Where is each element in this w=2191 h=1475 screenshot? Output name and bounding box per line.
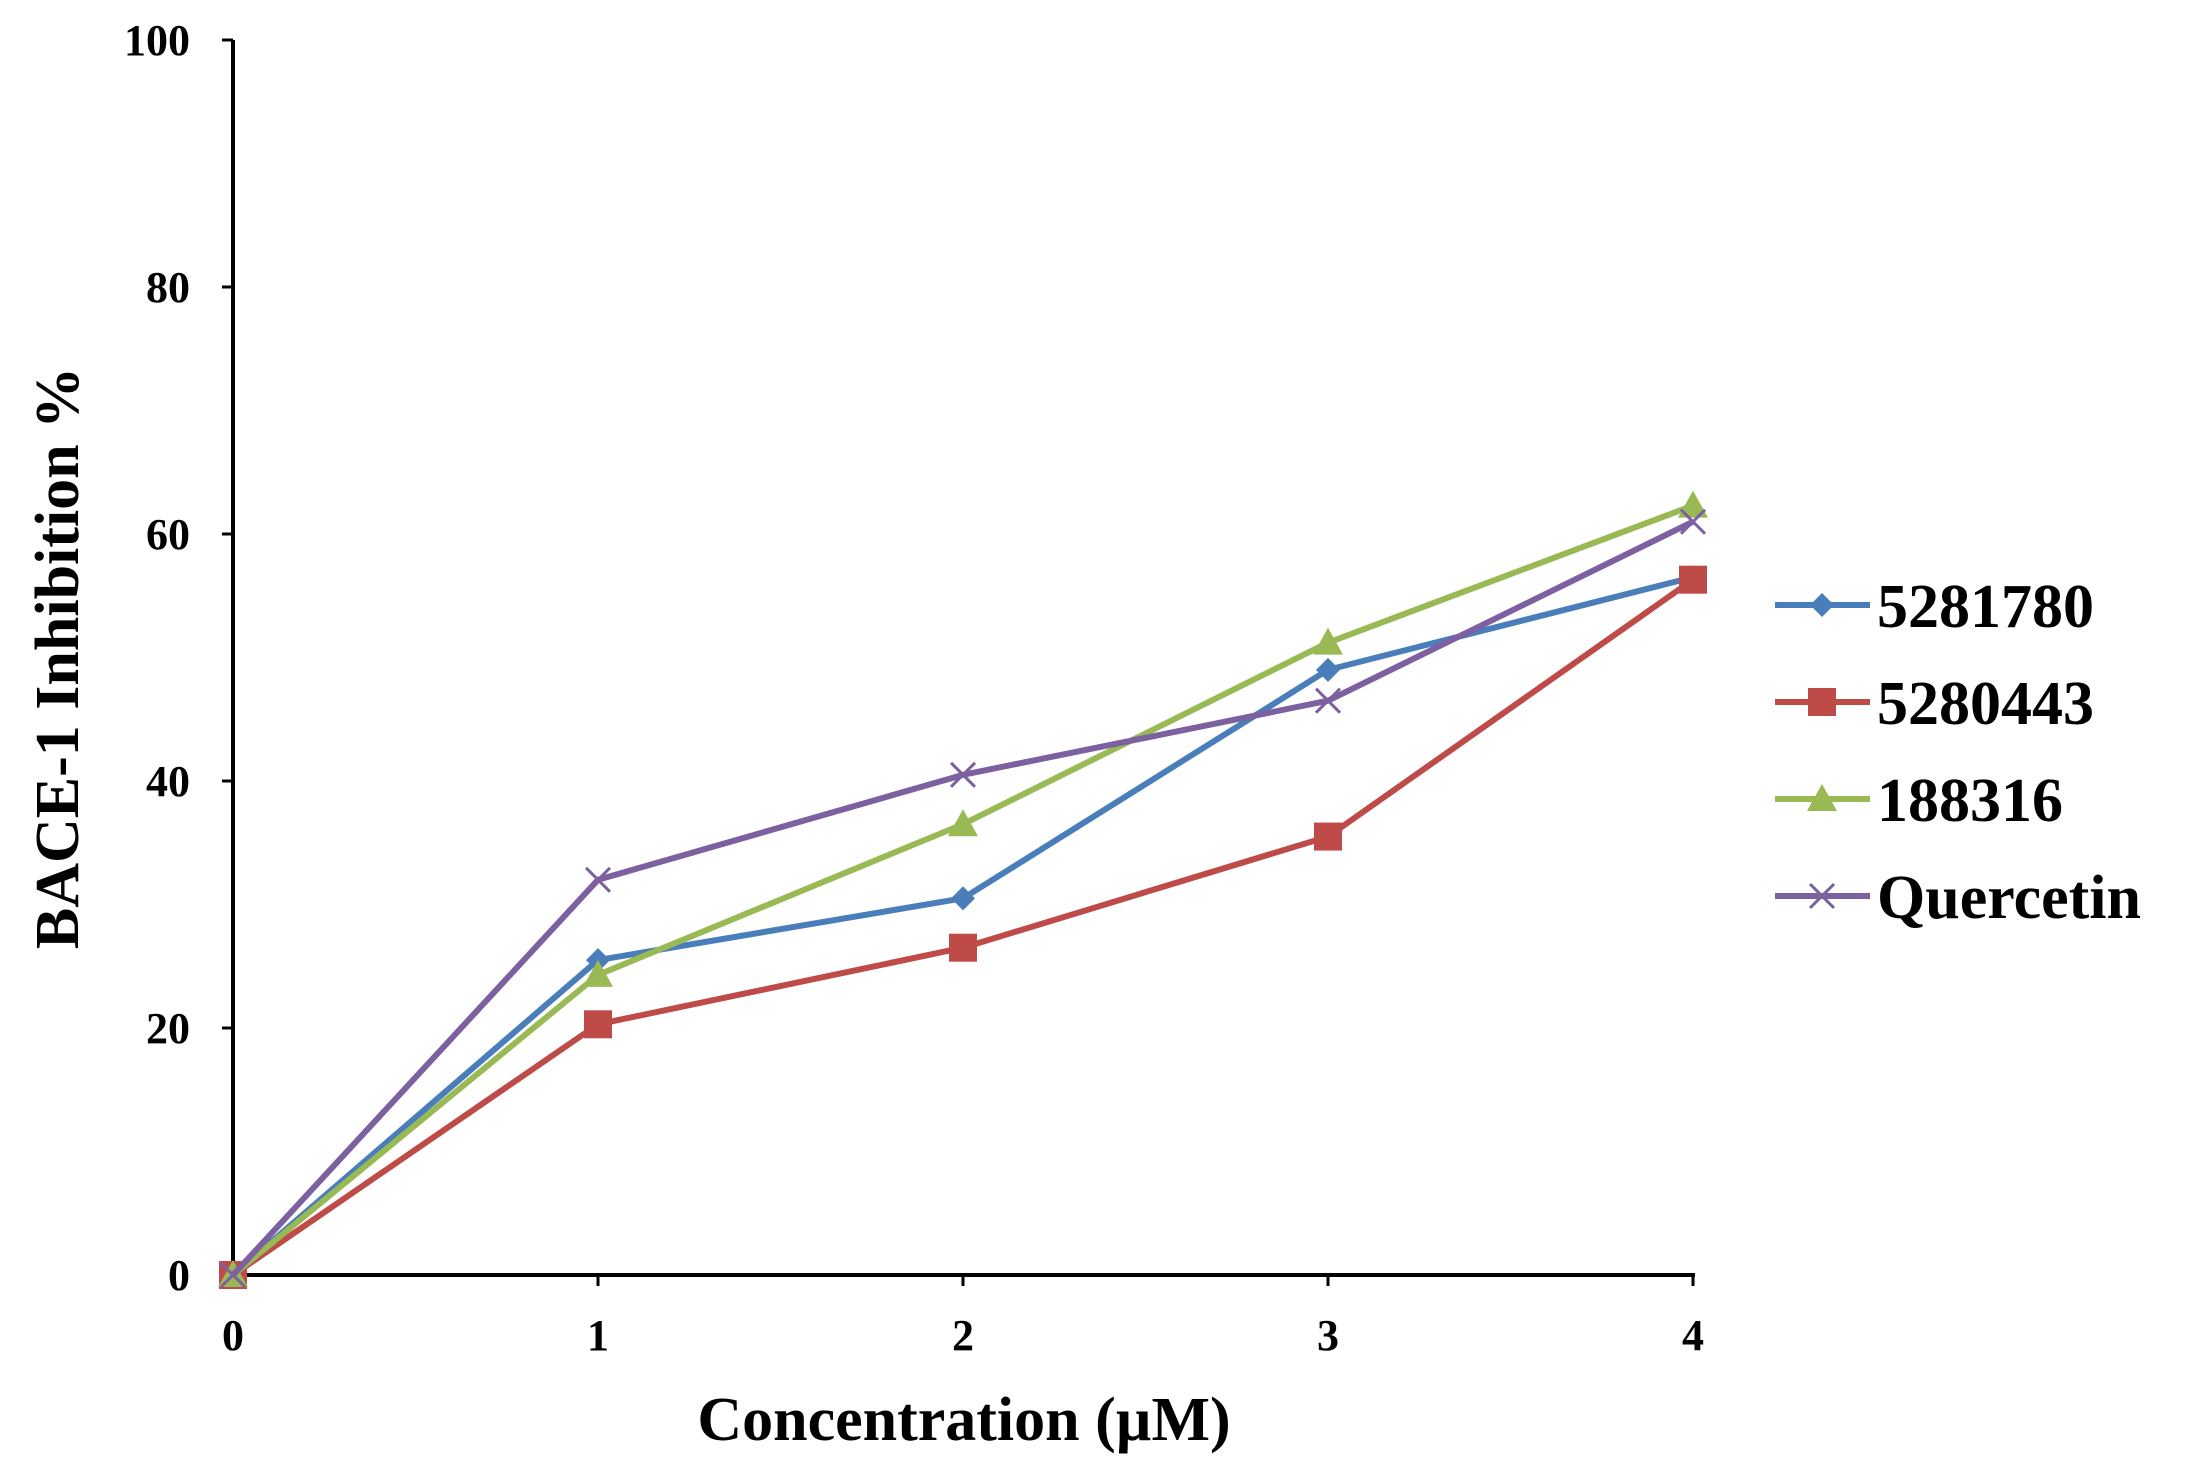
legend-label: 5280443	[1877, 670, 2094, 738]
y-tick-label: 40	[146, 757, 190, 806]
data-point	[1313, 627, 1343, 655]
y-tick-label: 80	[146, 263, 190, 312]
data-point	[219, 1261, 247, 1289]
legend: 5281780 5280443 188316 Quercetin	[1775, 573, 2141, 932]
y-tick-label: 0	[168, 1251, 190, 1300]
x-tick-label: 3	[1317, 1311, 1339, 1360]
legend-label: 5281780	[1877, 573, 2094, 641]
legend-label: 188316	[1877, 767, 2063, 835]
data-point	[1314, 687, 1342, 714]
y-ticks: 0 20 40 60 80 100	[124, 16, 233, 1300]
x-ticks: 0 1 2 3 4	[222, 1275, 1704, 1360]
series-5281780	[221, 565, 1705, 1287]
data-point	[584, 1010, 612, 1039]
data-point	[1316, 657, 1340, 682]
y-tick-label: 100	[124, 16, 190, 65]
legend-marker	[1807, 784, 1837, 811]
data-point	[583, 959, 613, 987]
legend-marker	[1808, 882, 1836, 910]
y-axis-title: BACE-1 Inhibition %	[24, 367, 92, 949]
legend-label: Quercetin	[1877, 864, 2141, 932]
data-point	[951, 886, 975, 911]
data-point	[1678, 490, 1708, 518]
legend-item: 5280443	[1775, 670, 2094, 738]
data-point	[584, 866, 612, 893]
series-Quercetin	[219, 508, 1707, 1289]
legend-marker	[1810, 593, 1834, 617]
x-tick-label: 2	[952, 1311, 974, 1360]
series-188316	[218, 490, 1708, 1287]
data-point	[948, 809, 978, 837]
x-axis-title: Concentration (µM)	[697, 1386, 1230, 1454]
x-tick-label: 4	[1682, 1311, 1704, 1360]
series-line	[231, 577, 1695, 1278]
legend-item: 5281780	[1775, 573, 2094, 641]
data-point	[949, 761, 977, 788]
series-5280443	[219, 565, 1707, 1289]
series-layer	[218, 490, 1708, 1289]
legend-item: 188316	[1775, 767, 2063, 835]
x-tick-label: 1	[587, 1311, 609, 1360]
series-line	[231, 574, 1694, 1278]
y-tick-label: 60	[146, 510, 190, 559]
data-point	[949, 933, 977, 962]
legend-marker	[1808, 688, 1836, 716]
x-tick-label: 0	[222, 1311, 244, 1360]
data-point	[1314, 822, 1342, 851]
y-tick-label: 20	[146, 1004, 190, 1053]
data-point	[1679, 508, 1707, 535]
legend-item: Quercetin	[1775, 864, 2141, 932]
data-point	[1679, 565, 1707, 594]
